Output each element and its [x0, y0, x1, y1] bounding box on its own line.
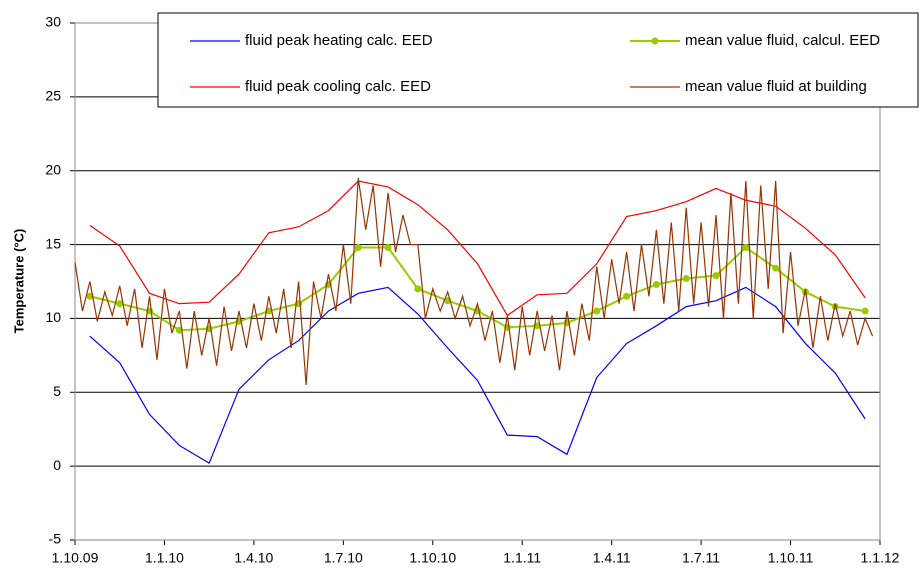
legend-label: fluid peak cooling calc. EED [245, 78, 431, 95]
legend-label: mean value fluid at building [685, 78, 867, 95]
legend-label: fluid peak heating calc. EED [245, 32, 433, 49]
legend-box [157, 12, 919, 108]
y-tick-label: -5 [49, 531, 62, 547]
series-marker [414, 285, 422, 293]
y-tick-label: 10 [45, 309, 61, 325]
series-marker [861, 307, 869, 315]
series-marker [682, 275, 690, 283]
x-tick-label: 1.1.12 [861, 550, 900, 566]
series-line [74, 178, 874, 385]
series-marker [623, 292, 631, 300]
y-tick-label: 15 [45, 235, 61, 251]
legend-marker [651, 37, 659, 45]
x-tick-label: 1.7.10 [324, 550, 363, 566]
y-tick-label: 0 [53, 457, 61, 473]
legend-label: mean value fluid, calcul. EED [685, 32, 880, 49]
series-marker [712, 272, 720, 280]
x-tick-label: 1.4.11 [593, 550, 631, 566]
series-marker [593, 307, 601, 315]
y-tick-label: 30 [45, 14, 61, 30]
series-line [89, 286, 866, 465]
series-marker [652, 280, 660, 288]
series-marker [354, 244, 362, 252]
y-tick-label: 20 [45, 161, 61, 177]
x-tick-label: 1.1.11 [503, 550, 541, 566]
series-marker [772, 264, 780, 272]
series-line [89, 180, 866, 317]
x-tick-label: 1.10.11 [768, 550, 814, 566]
x-tick-label: 1.4.10 [234, 550, 273, 566]
series-marker [116, 300, 124, 308]
x-tick-label: 1.7.11 [682, 550, 720, 566]
x-tick-label: 1.1.10 [145, 550, 184, 566]
series-marker [742, 244, 750, 252]
y-tick-label: 25 [45, 88, 61, 104]
y-tick-label: 5 [53, 383, 61, 399]
y-axis-label: Temperature (°C) [11, 229, 26, 334]
series-marker [86, 292, 94, 300]
x-tick-label: 1.10.09 [52, 550, 99, 566]
series-marker [384, 244, 392, 252]
x-tick-label: 1.10.10 [409, 550, 456, 566]
